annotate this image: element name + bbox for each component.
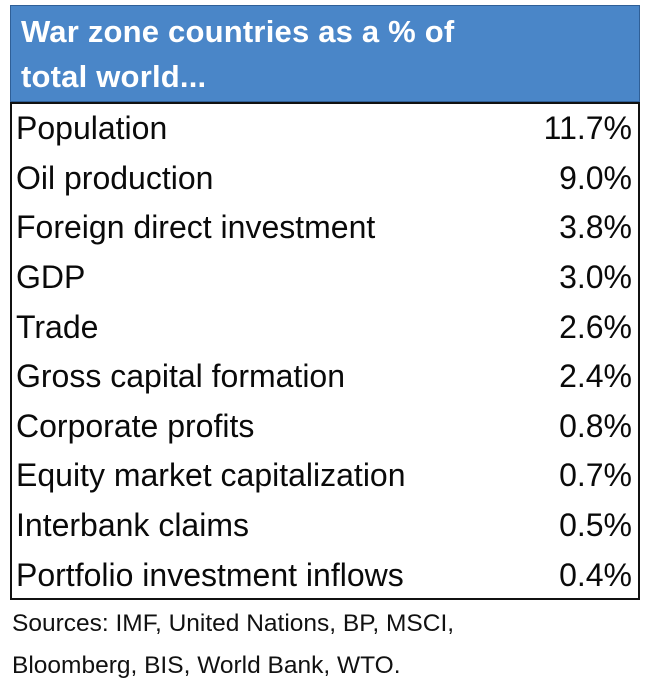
sources-note: Sources: IMF, United Nations, BP, MSCI, …: [12, 603, 632, 687]
table-title-line-1: War zone countries as a % of: [21, 14, 455, 49]
row-value: 0.7%: [559, 457, 632, 494]
row-label: Oil production: [16, 159, 214, 196]
row-label: Gross capital formation: [16, 358, 346, 395]
table-row: Trade 2.6%: [12, 302, 638, 352]
sources-line-2: Bloomberg, BIS, World Bank, WTO.: [12, 652, 401, 679]
table-header: War zone countries as a % of total world…: [10, 5, 640, 102]
row-value: 3.8%: [559, 209, 632, 246]
row-label: Population: [16, 110, 168, 147]
table-row: Population 11.7%: [12, 104, 638, 154]
row-label: Corporate profits: [16, 407, 255, 444]
table-row: Gross capital formation 2.4%: [12, 352, 638, 402]
row-value: 0.8%: [559, 407, 632, 444]
table-row: Portfolio investment inflows 0.4%: [12, 550, 638, 600]
row-label: Portfolio investment inflows: [16, 556, 404, 593]
row-value: 0.4%: [559, 556, 632, 593]
row-label: Equity market capitalization: [16, 457, 406, 494]
row-value: 9.0%: [559, 159, 632, 196]
row-value: 3.0%: [559, 259, 632, 296]
row-label: Interbank claims: [16, 507, 249, 544]
table-row: GDP 3.0%: [12, 253, 638, 303]
data-table-card: War zone countries as a % of total world…: [10, 5, 640, 600]
table-row: Interbank claims 0.5%: [12, 501, 638, 551]
table-row: Foreign direct investment 3.8%: [12, 203, 638, 253]
row-label: Trade: [16, 308, 99, 345]
table-body: Population 11.7% Oil production 9.0% Foreign…: [10, 102, 640, 600]
table-title-line-2: total world...: [21, 59, 207, 94]
table-row: Equity market capitalization 0.7%: [12, 451, 638, 501]
table-row: Oil production 9.0%: [12, 154, 638, 204]
row-label: Foreign direct investment: [16, 209, 376, 246]
row-value: 11.7%: [543, 110, 632, 147]
table-row: Corporate profits 0.8%: [12, 402, 638, 452]
row-label: GDP: [16, 259, 86, 296]
row-value: 0.5%: [559, 507, 632, 544]
row-value: 2.6%: [559, 308, 632, 345]
row-value: 2.4%: [559, 358, 632, 395]
sources-line-1: Sources: IMF, United Nations, BP, MSCI,: [12, 610, 455, 637]
